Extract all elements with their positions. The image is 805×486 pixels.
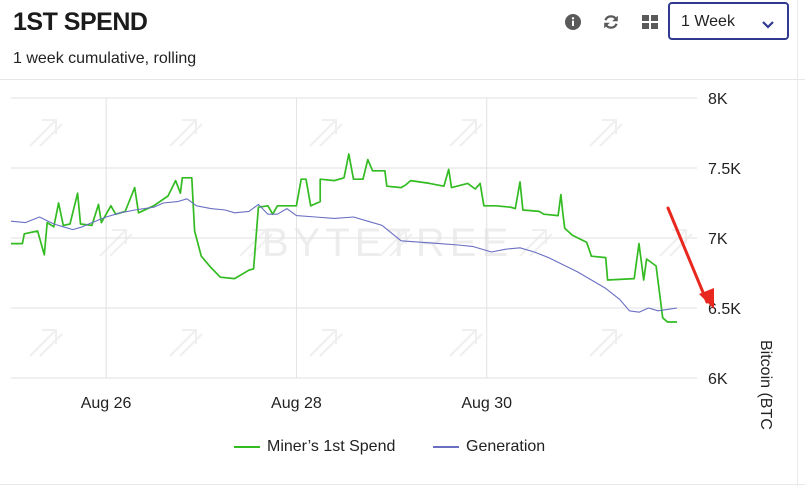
period-select-value: 1 Week: [681, 13, 735, 30]
red-arrow-annotation: [666, 206, 714, 309]
watermark-mark: [589, 119, 623, 147]
x-tick-label: Aug 30: [461, 395, 512, 412]
info-icon[interactable]: [563, 12, 583, 32]
legend-label-generation: Generation: [466, 438, 546, 455]
watermark: BYTETREE: [29, 119, 693, 357]
page-title: 1ST SPEND: [13, 8, 148, 36]
refresh-icon[interactable]: [601, 12, 621, 32]
chevron-down-icon: [761, 17, 775, 35]
watermark-mark: [169, 329, 203, 357]
watermark-mark: [29, 119, 63, 147]
y-tick-label: 6.5K: [708, 301, 741, 318]
legend-label-miner: Miner’s 1st Spend: [267, 438, 396, 455]
y-tick-label: 7K: [708, 231, 728, 248]
y-axis: 8K 7.5K 7K 6.5K 6K: [708, 91, 741, 388]
header-divider: [0, 79, 805, 80]
series-line-miner-1st-spend: [11, 153, 677, 323]
series-line-generation: [10, 198, 678, 313]
watermark-mark: [589, 329, 623, 357]
y-axis-label: Bitcoin (BTC): [757, 340, 774, 430]
panel-border-bottom: [0, 484, 805, 485]
chart-grid: [11, 97, 697, 379]
panel-border-right: [797, 0, 798, 486]
y-tick-label: 8K: [708, 91, 728, 108]
watermark-text: BYTETREE: [262, 221, 513, 265]
legend-item-miner[interactable]: Miner’s 1st Spend: [234, 437, 414, 457]
legend-item-generation[interactable]: Generation: [433, 437, 573, 457]
x-tick-label: Aug 28: [271, 395, 322, 412]
watermark-mark: [29, 329, 63, 357]
watermark-mark: [169, 119, 203, 147]
x-tick-label: Aug 26: [81, 395, 132, 412]
legend-swatch-miner: [234, 446, 260, 448]
watermark-mark: [99, 229, 133, 257]
y-tick-label: 7.5K: [708, 161, 741, 178]
page-subtitle: 1 week cumulative, rolling: [13, 50, 197, 67]
watermark-mark: [449, 329, 483, 357]
watermark-mark: [309, 329, 343, 357]
x-axis: Aug 26 Aug 28 Aug 30: [81, 395, 512, 412]
y-tick-label: 6K: [708, 371, 728, 388]
chart-series: [10, 153, 678, 323]
watermark-mark: [449, 119, 483, 147]
period-select[interactable]: 1 Week: [668, 2, 789, 40]
grid-icon[interactable]: [640, 12, 660, 32]
watermark-mark: [309, 119, 343, 147]
legend-swatch-generation: [433, 446, 459, 448]
